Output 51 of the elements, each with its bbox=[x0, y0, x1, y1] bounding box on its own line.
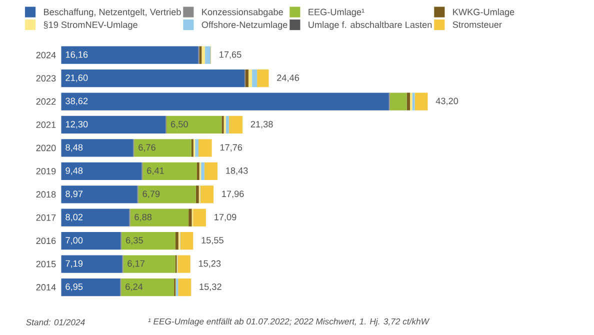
legend-label: Beschaffung, Netzentgelt, Vertrieb bbox=[44, 8, 181, 18]
data-label: 6,24 bbox=[126, 284, 143, 292]
y-tick-label: 2023 bbox=[36, 75, 56, 82]
data-label: 6,17 bbox=[128, 260, 144, 268]
total-label: 17,76 bbox=[220, 144, 242, 152]
y-tick-label: 2017 bbox=[36, 214, 56, 222]
data-label: 6,88 bbox=[134, 214, 152, 222]
y-tick-label: 2018 bbox=[36, 191, 56, 198]
total-label: 43,20 bbox=[436, 98, 458, 106]
total-label: 17,96 bbox=[222, 190, 244, 198]
y-tick-label: 2014 bbox=[36, 284, 56, 291]
text: ¹ EEG-Umlage entfällt ab 01.07.2022; 2022 Mischwert, 1. Hj. 3,72 ct/khW bbox=[148, 318, 430, 326]
y-tick-label: 2022 bbox=[36, 98, 56, 105]
y-tick-label: 2024 bbox=[36, 52, 56, 58]
data-label: 12,30 bbox=[66, 121, 88, 129]
total-label: 15,55 bbox=[202, 237, 224, 245]
y-tick-label: 2021 bbox=[36, 122, 56, 128]
total-label: 15,23 bbox=[198, 260, 221, 268]
data-label: 38,62 bbox=[66, 98, 88, 106]
total-label: 17,09 bbox=[214, 214, 236, 222]
data-label: 6,79 bbox=[142, 190, 160, 198]
legend-label: §19 StromNEV-Umlage bbox=[44, 21, 138, 30]
data-label: 8,02 bbox=[66, 214, 83, 222]
data-label: 9,48 bbox=[66, 168, 83, 176]
y-tick-label: 2019 bbox=[36, 168, 56, 175]
total-label: 18,43 bbox=[226, 168, 248, 176]
legend-label: Konzessionsabgabe bbox=[202, 8, 283, 18]
legend-label: Stromsteuer bbox=[452, 22, 502, 28]
total-label: 15,32 bbox=[200, 284, 222, 292]
data-label: 6,95 bbox=[66, 284, 83, 292]
data-label: 6,76 bbox=[138, 144, 156, 152]
legend-label: Offshore-Netzumlage bbox=[202, 21, 288, 30]
text: Stand: 01/2024 bbox=[26, 319, 85, 326]
data-label: 6,50 bbox=[171, 121, 188, 129]
data-label: 6,41 bbox=[147, 168, 164, 176]
data-label: 7,00 bbox=[66, 237, 83, 245]
legend-label: KWKG-Umlage bbox=[453, 8, 514, 18]
total-label: 17,65 bbox=[220, 51, 242, 60]
total-label: 24,46 bbox=[277, 74, 300, 82]
y-tick-label: 2020 bbox=[36, 144, 56, 152]
y-tick-label: 2016 bbox=[36, 238, 56, 244]
data-label: 6,35 bbox=[126, 237, 143, 245]
legend-label: Umlage f. abschaltbare Lasten bbox=[308, 21, 432, 30]
data-label: 21,60 bbox=[66, 74, 88, 82]
data-label: 16,16 bbox=[66, 51, 88, 60]
data-label: 8,48 bbox=[66, 144, 83, 152]
data-label: 8,97 bbox=[66, 190, 83, 198]
y-tick-label: 2015 bbox=[36, 261, 56, 268]
data-label: 7,19 bbox=[66, 260, 83, 268]
total-label: 21,38 bbox=[250, 121, 273, 129]
legend-label: EEG-Umlage¹ bbox=[308, 8, 364, 18]
